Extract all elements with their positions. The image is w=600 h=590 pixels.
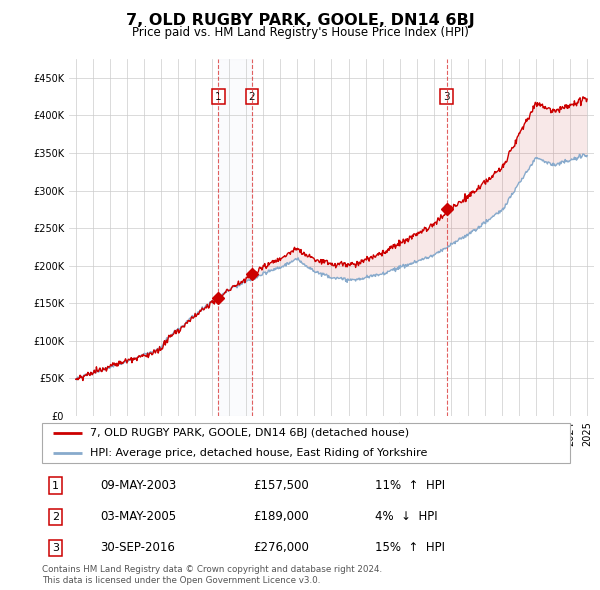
Text: £276,000: £276,000 — [253, 542, 309, 555]
Text: 11%  ↑  HPI: 11% ↑ HPI — [374, 479, 445, 492]
Text: 3: 3 — [443, 91, 450, 101]
Text: 1: 1 — [52, 481, 59, 490]
Text: 4%  ↓  HPI: 4% ↓ HPI — [374, 510, 437, 523]
Text: Price paid vs. HM Land Registry's House Price Index (HPI): Price paid vs. HM Land Registry's House … — [131, 26, 469, 39]
Text: 1: 1 — [215, 91, 221, 101]
Text: 3: 3 — [52, 543, 59, 553]
FancyBboxPatch shape — [42, 423, 570, 463]
Text: 15%  ↑  HPI: 15% ↑ HPI — [374, 542, 445, 555]
Text: 2: 2 — [248, 91, 255, 101]
Text: Contains HM Land Registry data © Crown copyright and database right 2024.
This d: Contains HM Land Registry data © Crown c… — [42, 565, 382, 585]
Text: £189,000: £189,000 — [253, 510, 309, 523]
Text: 30-SEP-2016: 30-SEP-2016 — [100, 542, 175, 555]
Text: 03-MAY-2005: 03-MAY-2005 — [100, 510, 176, 523]
Text: £157,500: £157,500 — [253, 479, 309, 492]
Text: 7, OLD RUGBY PARK, GOOLE, DN14 6BJ: 7, OLD RUGBY PARK, GOOLE, DN14 6BJ — [125, 13, 475, 28]
Text: 09-MAY-2003: 09-MAY-2003 — [100, 479, 176, 492]
Text: 2: 2 — [52, 512, 59, 522]
Text: HPI: Average price, detached house, East Riding of Yorkshire: HPI: Average price, detached house, East… — [89, 448, 427, 458]
Text: 7, OLD RUGBY PARK, GOOLE, DN14 6BJ (detached house): 7, OLD RUGBY PARK, GOOLE, DN14 6BJ (deta… — [89, 428, 409, 438]
Bar — [218, 59, 252, 416]
